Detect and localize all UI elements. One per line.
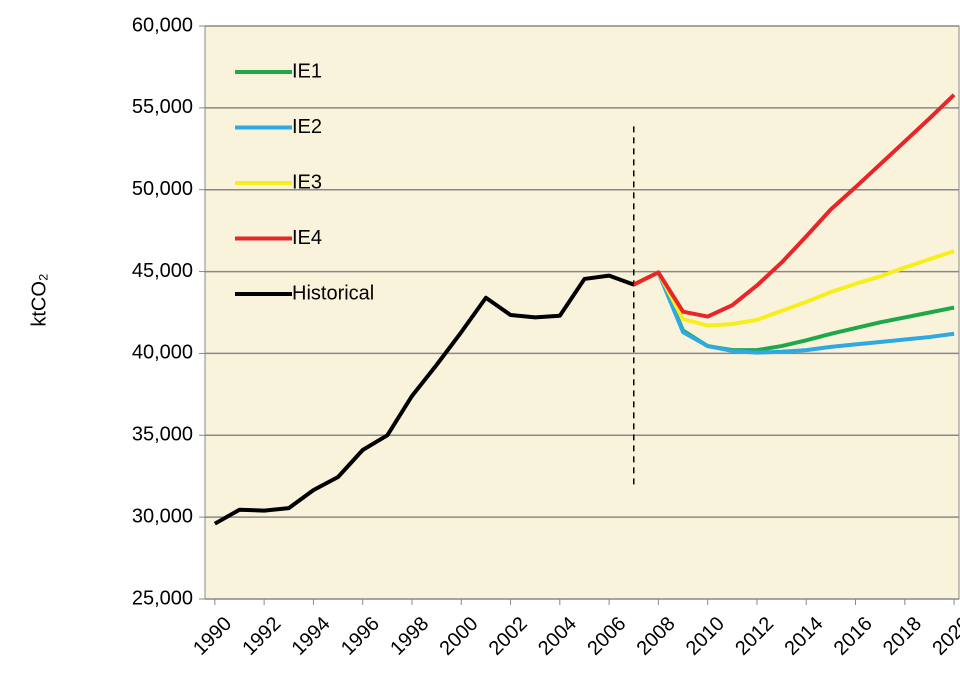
x-tick-label: 2010 [682,613,729,660]
x-tick-label: 1998 [386,613,433,660]
x-tick-label: 1992 [238,613,285,660]
series-line [632,93,956,319]
series-line [632,249,955,328]
series-line [632,270,955,355]
x-tick-label: 1996 [337,613,384,660]
x-tick-label: 2016 [830,613,877,660]
series-line [213,273,635,526]
legend-label: IE1 [292,60,322,82]
x-tick-label: 2006 [583,613,630,660]
plot-area [204,25,960,600]
y-axis-label: ktCO₂ [28,273,50,326]
y-tick-label: 40,000 [132,342,193,364]
x-tick-label: 1990 [189,613,236,660]
y-tick-label: 45,000 [132,260,193,282]
x-tick-label: 2018 [879,613,926,660]
x-tick-label: 2000 [436,613,483,660]
legend-label: Historical [292,282,374,304]
x-tick-label: 2012 [731,613,778,660]
y-tick-label: 35,000 [132,424,193,446]
y-tick-label: 25,000 [132,587,193,609]
legend-label: IE3 [292,171,322,193]
x-tick-label: 2002 [485,613,532,660]
y-tick-label: 50,000 [132,178,193,200]
x-tick-label: 2020 [928,613,960,660]
y-tick-label: 60,000 [132,14,193,36]
legend-label: IE2 [292,116,322,138]
y-tick-label: 30,000 [132,505,193,527]
y-tick-label: 55,000 [132,96,193,118]
x-tick-label: 1994 [288,613,335,660]
legend-label: IE4 [292,227,322,249]
x-tick-label: 2004 [534,613,581,660]
x-tick-label: 2008 [633,613,680,660]
x-tick-label: 2014 [780,613,827,660]
